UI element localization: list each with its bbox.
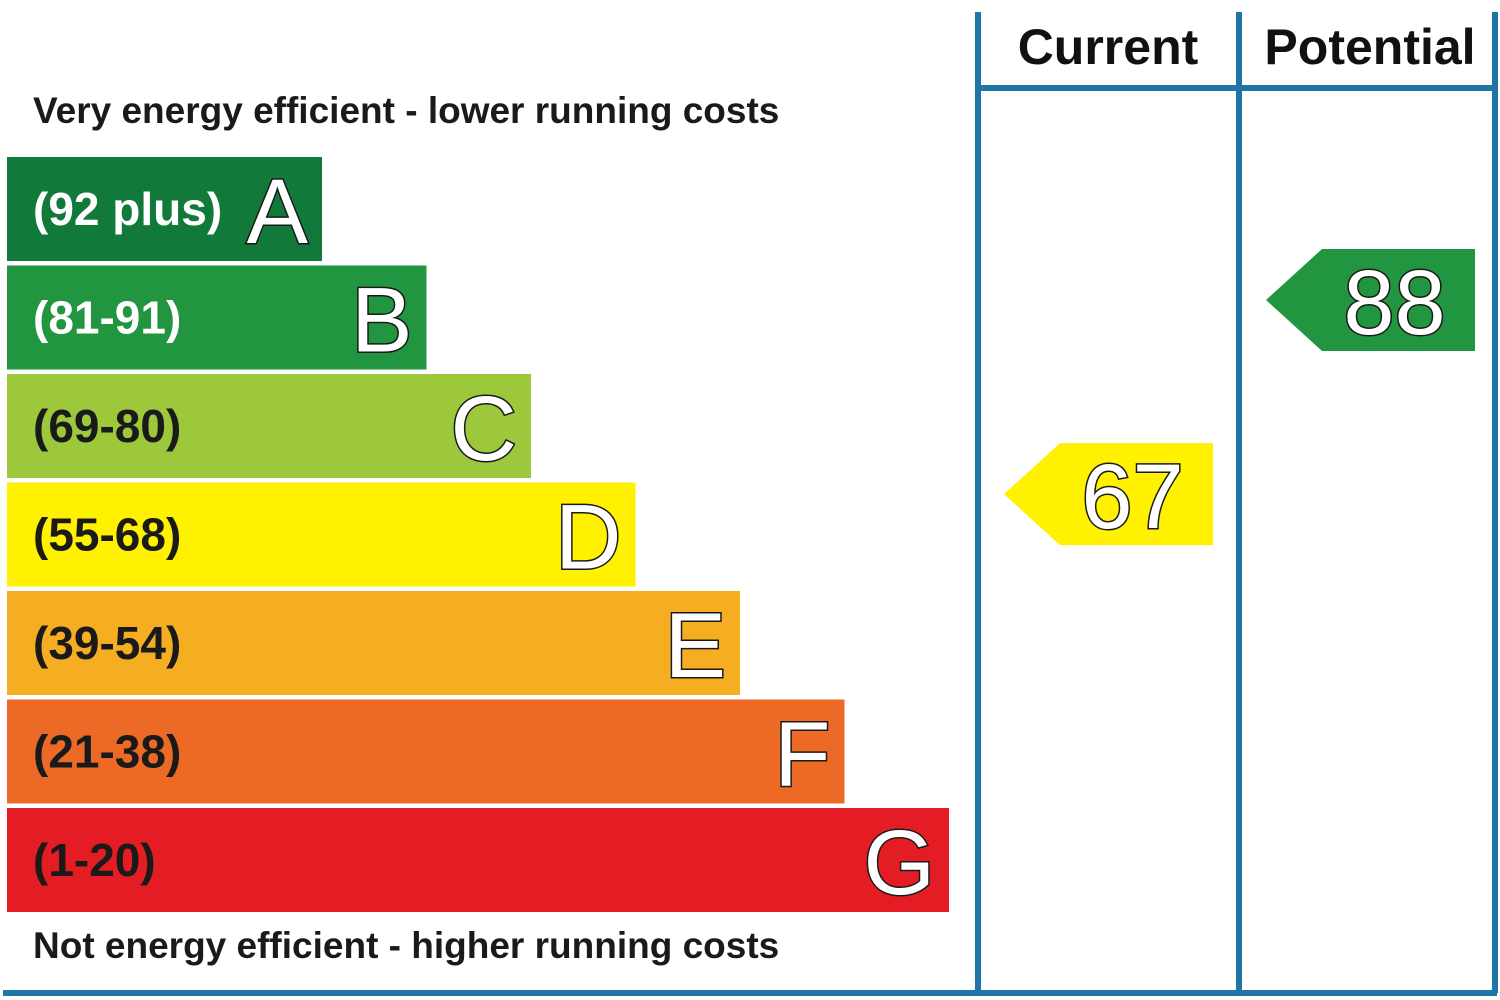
band-range-label: (69-80) bbox=[33, 400, 181, 452]
rating-arrow-current bbox=[1004, 443, 1213, 546]
rating-value-potential: 88 bbox=[1343, 252, 1445, 354]
band-range-label: (1-20) bbox=[33, 834, 156, 886]
band-bar-f bbox=[7, 699, 845, 804]
rating-potential: 88 bbox=[1266, 249, 1475, 356]
band-bar-b bbox=[7, 265, 427, 370]
rating-value-current: 67 bbox=[1081, 446, 1183, 548]
band-range-label: (92 plus) bbox=[33, 183, 222, 235]
band-letter-d: D bbox=[555, 487, 621, 589]
band-a: (92 plus) A bbox=[7, 157, 322, 265]
rating-current: 67 bbox=[1004, 443, 1213, 550]
band-range-label: (55-68) bbox=[33, 509, 181, 561]
band-range-label: (39-54) bbox=[33, 617, 181, 669]
band-bar-e bbox=[7, 591, 740, 695]
top-caption: Very energy efficient - lower running co… bbox=[33, 90, 779, 131]
band-c: (69-80) C bbox=[7, 374, 531, 482]
band-range-label: (81-91) bbox=[33, 292, 181, 344]
band-letter-b: B bbox=[351, 270, 412, 372]
band-bar-c bbox=[7, 374, 531, 478]
rating-bands: (92 plus) A(81-91) B(69-80) C(55-68) D(39-54… bbox=[7, 157, 949, 916]
rating-arrow-potential bbox=[1266, 249, 1475, 352]
bottom-caption: Not energy efficient - higher running co… bbox=[33, 925, 779, 966]
band-e: (39-54) E bbox=[7, 591, 740, 699]
band-letter-c: C bbox=[451, 378, 517, 480]
band-letter-e: E bbox=[665, 595, 726, 697]
band-f: (21-38) F bbox=[7, 699, 845, 807]
potential-column-header: Potential bbox=[1264, 19, 1475, 75]
current-column-header: Current bbox=[1018, 19, 1199, 75]
band-letter-a: A bbox=[247, 161, 309, 263]
band-letter-f: F bbox=[774, 704, 830, 806]
band-range-label: (21-38) bbox=[33, 726, 181, 778]
band-letter-g: G bbox=[863, 812, 935, 914]
band-b: (81-91) B bbox=[7, 265, 427, 373]
band-bar-d bbox=[7, 482, 636, 587]
band-d: (55-68) D bbox=[7, 482, 636, 590]
band-bar-a bbox=[7, 157, 322, 261]
band-g: (1-20) G bbox=[7, 808, 949, 916]
table-frame bbox=[3, 12, 1498, 996]
rating-arrows: 67 88 bbox=[1004, 249, 1475, 550]
band-bar-g bbox=[7, 808, 949, 912]
